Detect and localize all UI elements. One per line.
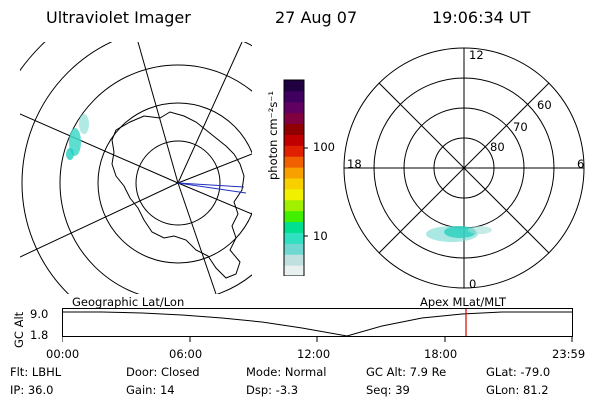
track-right-label: Apex MLat/MLT xyxy=(420,295,507,309)
info-ip: IP: 36.0 xyxy=(10,383,54,397)
lon-line xyxy=(137,42,179,184)
mlt-line xyxy=(378,82,550,254)
track-ytick-9: 9.0 xyxy=(30,307,49,321)
colorbar-band xyxy=(284,210,304,223)
info-gain: Gain: 14 xyxy=(126,383,175,397)
info-mode: Mode: Normal xyxy=(246,365,327,379)
lat-circle xyxy=(135,140,221,226)
lon-line xyxy=(20,182,179,258)
mlt-label-18: 18 xyxy=(347,157,362,171)
colorbar-band xyxy=(284,221,304,233)
colorbar-band xyxy=(284,145,304,157)
track-left-label: Geographic Lat/Lon xyxy=(72,295,185,309)
lon-line xyxy=(177,182,217,294)
mlat-label-80: 80 xyxy=(490,140,505,154)
colorbar-tick-10: 10 xyxy=(313,229,328,243)
colorbar-band xyxy=(284,123,304,135)
track-xtick-1800: 18:00 xyxy=(424,347,458,361)
colorbar-band xyxy=(284,134,304,146)
track-xtick-0600: 06:00 xyxy=(169,347,203,361)
info-glon: GLon: 81.2 xyxy=(486,383,549,397)
colorbar-band xyxy=(284,112,304,125)
colorbar xyxy=(283,79,308,276)
lon-line xyxy=(177,42,243,184)
mlat-label-60: 60 xyxy=(537,98,552,112)
pole-vector xyxy=(177,182,245,188)
pole-vector xyxy=(177,182,247,194)
aurora-oval xyxy=(426,226,492,242)
colorbar-tick-100: 100 xyxy=(313,140,335,154)
mlt-label-0: 0 xyxy=(469,277,477,291)
lat-circle xyxy=(97,102,252,264)
colorbar-bands xyxy=(284,80,304,276)
info-glat: GLat: -79.0 xyxy=(486,365,551,379)
colorbar-band xyxy=(284,265,304,276)
mlt-polar-plot xyxy=(343,47,585,289)
colorbar-band xyxy=(284,80,304,92)
track-ytick-1-8: 1.8 xyxy=(30,328,49,342)
altitude-curve xyxy=(62,311,572,337)
info-flt: Flt: LBHL xyxy=(10,365,62,379)
colorbar-band xyxy=(284,199,304,212)
info-gc-alt: GC Alt: 7.9 Re xyxy=(366,365,447,379)
mlt-label-12: 12 xyxy=(469,48,484,62)
colorbar-band xyxy=(284,254,304,266)
lat-circle xyxy=(59,64,252,294)
track-xtick-2359: 23:59 xyxy=(552,347,586,361)
altitude-track xyxy=(62,308,573,342)
info-door: Door: Closed xyxy=(126,365,200,379)
track-xtick-0000: 00:00 xyxy=(46,347,80,361)
colorbar-band xyxy=(284,178,304,190)
colorbar-unit-label: photon cm⁻²s⁻¹ xyxy=(266,91,280,180)
track-ylabel: GC Alt xyxy=(12,311,26,348)
colorbar-band xyxy=(284,101,304,114)
date-label: 27 Aug 07 xyxy=(275,8,358,27)
lon-line xyxy=(177,153,252,184)
colorbar-band xyxy=(284,232,304,244)
info-dsp: Dsp: -3.3 xyxy=(246,383,299,397)
colorbar-band xyxy=(284,156,304,168)
colorbar-band xyxy=(284,188,304,201)
mlt-label-6: 6 xyxy=(577,157,585,171)
colorbar-band xyxy=(284,167,304,179)
time-label: 19:06:34 UT xyxy=(432,8,531,27)
track-xtick-1200: 12:00 xyxy=(297,347,331,361)
info-seq: Seq: 39 xyxy=(366,383,410,397)
aurora-patch xyxy=(66,114,89,160)
continent-outline xyxy=(111,111,245,279)
app-title: Ultraviolet Imager xyxy=(46,8,191,27)
colorbar-band xyxy=(284,243,304,255)
mlat-label-70: 70 xyxy=(513,120,528,134)
colorbar-frame xyxy=(283,79,305,276)
lon-line xyxy=(20,113,179,184)
lon-line xyxy=(177,182,252,215)
geographic-map xyxy=(20,42,252,294)
lat-circle xyxy=(21,42,252,294)
colorbar-band xyxy=(284,90,304,103)
